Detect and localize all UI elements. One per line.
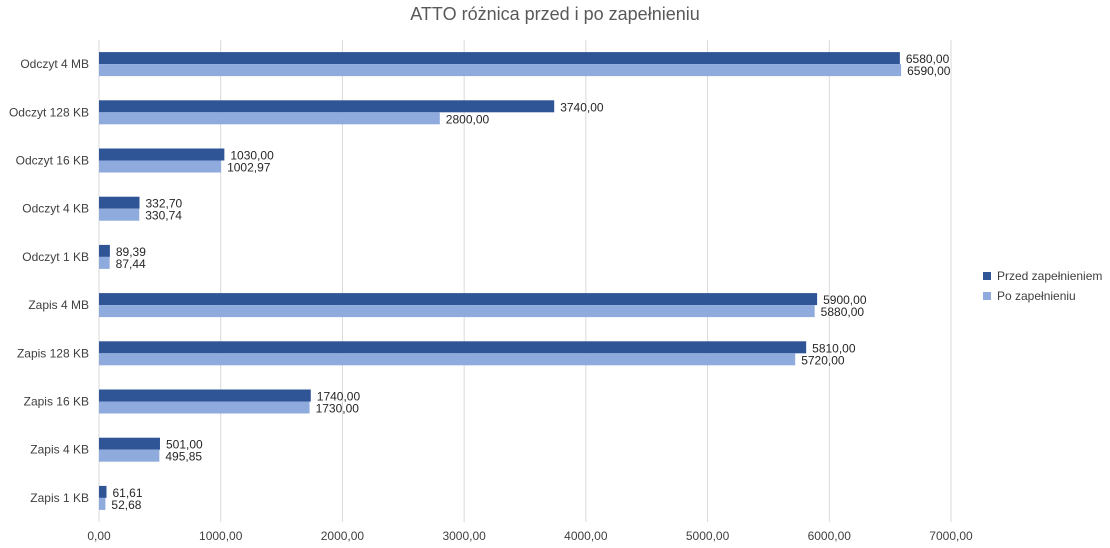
data-label: 332,70	[145, 197, 182, 211]
bar	[99, 244, 110, 257]
bar	[99, 148, 225, 161]
data-label: 52,68	[111, 498, 141, 512]
bar	[99, 256, 110, 269]
bar	[99, 437, 160, 450]
category-label: Odczyt 4 MB	[20, 57, 89, 71]
data-label: 5900,00	[823, 293, 867, 307]
legend-label-po: Po zapełnieniu	[997, 289, 1076, 303]
legend-swatch-po	[983, 292, 991, 300]
bar	[99, 449, 160, 462]
category-label: Zapis 16 KB	[24, 395, 89, 409]
category-label: Zapis 4 KB	[30, 443, 89, 457]
bar	[99, 497, 106, 510]
category-label: Zapis 4 MB	[28, 298, 89, 312]
chart-title: ATTO różnica przed i po zapełnieniu	[410, 4, 700, 24]
x-tick-label: 6000,00	[808, 529, 852, 543]
labels: 0,00 1000,00 2000,00 3000,00 4000,00 5000,00 6…	[9, 52, 973, 543]
data-label: 6580,00	[906, 52, 950, 66]
data-label: 5720,00	[801, 353, 845, 367]
bar	[99, 64, 902, 77]
x-tick-label: 0,00	[87, 529, 111, 543]
bar	[99, 100, 555, 113]
data-label: 501,00	[166, 438, 203, 452]
category-label: Zapis 128 KB	[17, 346, 89, 360]
data-label: 1030,00	[230, 149, 274, 163]
data-label: 1730,00	[316, 402, 360, 416]
x-tick-label: 2000,00	[321, 529, 365, 543]
legend: Przed zapełnieniem Po zapełnieniu	[983, 266, 1102, 306]
bar	[99, 293, 818, 306]
data-label: 3740,00	[560, 100, 604, 114]
bar	[99, 305, 815, 318]
data-label: 495,85	[165, 450, 202, 464]
bar	[99, 112, 440, 125]
data-label: 61,61	[112, 486, 142, 500]
bar	[99, 389, 311, 402]
data-label: 1740,00	[317, 390, 361, 404]
bar	[99, 52, 900, 65]
legend-swatch-przed	[983, 272, 991, 280]
data-label: 89,39	[116, 245, 146, 259]
legend-label-przed: Przed zapełnieniem	[997, 269, 1103, 283]
bar	[99, 353, 796, 366]
category-label: Odczyt 128 KB	[9, 105, 89, 119]
data-label: 6590,00	[907, 64, 951, 78]
bar	[99, 341, 807, 354]
x-tick-label: 5000,00	[686, 529, 730, 543]
bar	[99, 208, 140, 221]
data-label: 5810,00	[812, 341, 856, 355]
data-label: 1002,97	[227, 161, 271, 175]
bar	[99, 401, 310, 414]
data-label: 330,74	[145, 209, 182, 223]
data-label: 2800,00	[446, 112, 490, 126]
x-tick-label: 1000,00	[199, 529, 243, 543]
x-tick-label: 4000,00	[564, 529, 608, 543]
gridlines	[98, 40, 952, 522]
category-label: Odczyt 4 KB	[22, 202, 89, 216]
bar	[99, 196, 140, 209]
legend-item-przed: Przed zapełnieniem	[983, 266, 1102, 286]
legend-item-po: Po zapełnieniu	[983, 286, 1102, 306]
category-label: Odczyt 1 KB	[22, 250, 89, 264]
bar	[99, 485, 107, 498]
data-label: 87,44	[116, 257, 146, 271]
category-label: Zapis 1 KB	[30, 491, 89, 505]
x-tick-label: 3000,00	[442, 529, 486, 543]
category-label: Odczyt 16 KB	[16, 154, 89, 168]
bars	[99, 52, 902, 510]
bar	[99, 160, 222, 173]
data-label: 5880,00	[821, 305, 865, 319]
x-tick-label: 7000,00	[929, 529, 973, 543]
